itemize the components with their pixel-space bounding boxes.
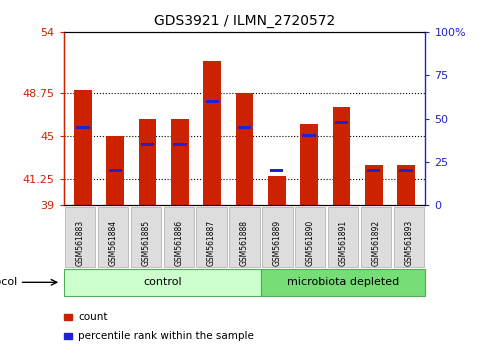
Text: percentile rank within the sample: percentile rank within the sample (78, 331, 254, 341)
Bar (141, 143, 154, 146)
Bar (139, 119, 156, 205)
Bar (205, 100, 219, 103)
Bar (203, 61, 221, 205)
Bar (74, 90, 92, 205)
Bar (399, 169, 412, 172)
Bar (302, 135, 315, 137)
Bar (332, 107, 349, 205)
Bar (108, 169, 122, 172)
Bar (237, 126, 251, 129)
Bar (334, 121, 347, 124)
Text: GSM561883: GSM561883 (75, 219, 84, 266)
Bar (267, 176, 285, 205)
Bar (76, 126, 89, 129)
Bar (173, 143, 186, 146)
Bar (396, 165, 414, 205)
Bar (366, 169, 380, 172)
Bar (171, 119, 188, 205)
Text: GSM561885: GSM561885 (141, 219, 150, 266)
Text: GSM561890: GSM561890 (305, 219, 314, 266)
Bar (235, 93, 253, 205)
Text: microbiota depleted: microbiota depleted (286, 277, 399, 287)
Text: GSM561884: GSM561884 (108, 219, 117, 266)
Text: GSM561886: GSM561886 (174, 219, 183, 266)
Text: GSM561888: GSM561888 (240, 219, 248, 266)
Text: control: control (142, 277, 181, 287)
Text: GSM561887: GSM561887 (207, 219, 216, 266)
Title: GDS3921 / ILMN_2720572: GDS3921 / ILMN_2720572 (154, 14, 334, 28)
Text: GSM561893: GSM561893 (404, 219, 413, 266)
Bar (106, 136, 124, 205)
Bar (269, 169, 283, 172)
Text: GSM561891: GSM561891 (338, 219, 347, 266)
Text: count: count (78, 312, 107, 322)
Bar (364, 165, 382, 205)
Text: GSM561892: GSM561892 (371, 219, 380, 266)
Text: protocol: protocol (0, 277, 17, 287)
Text: GSM561889: GSM561889 (272, 219, 281, 266)
Bar (300, 124, 317, 205)
